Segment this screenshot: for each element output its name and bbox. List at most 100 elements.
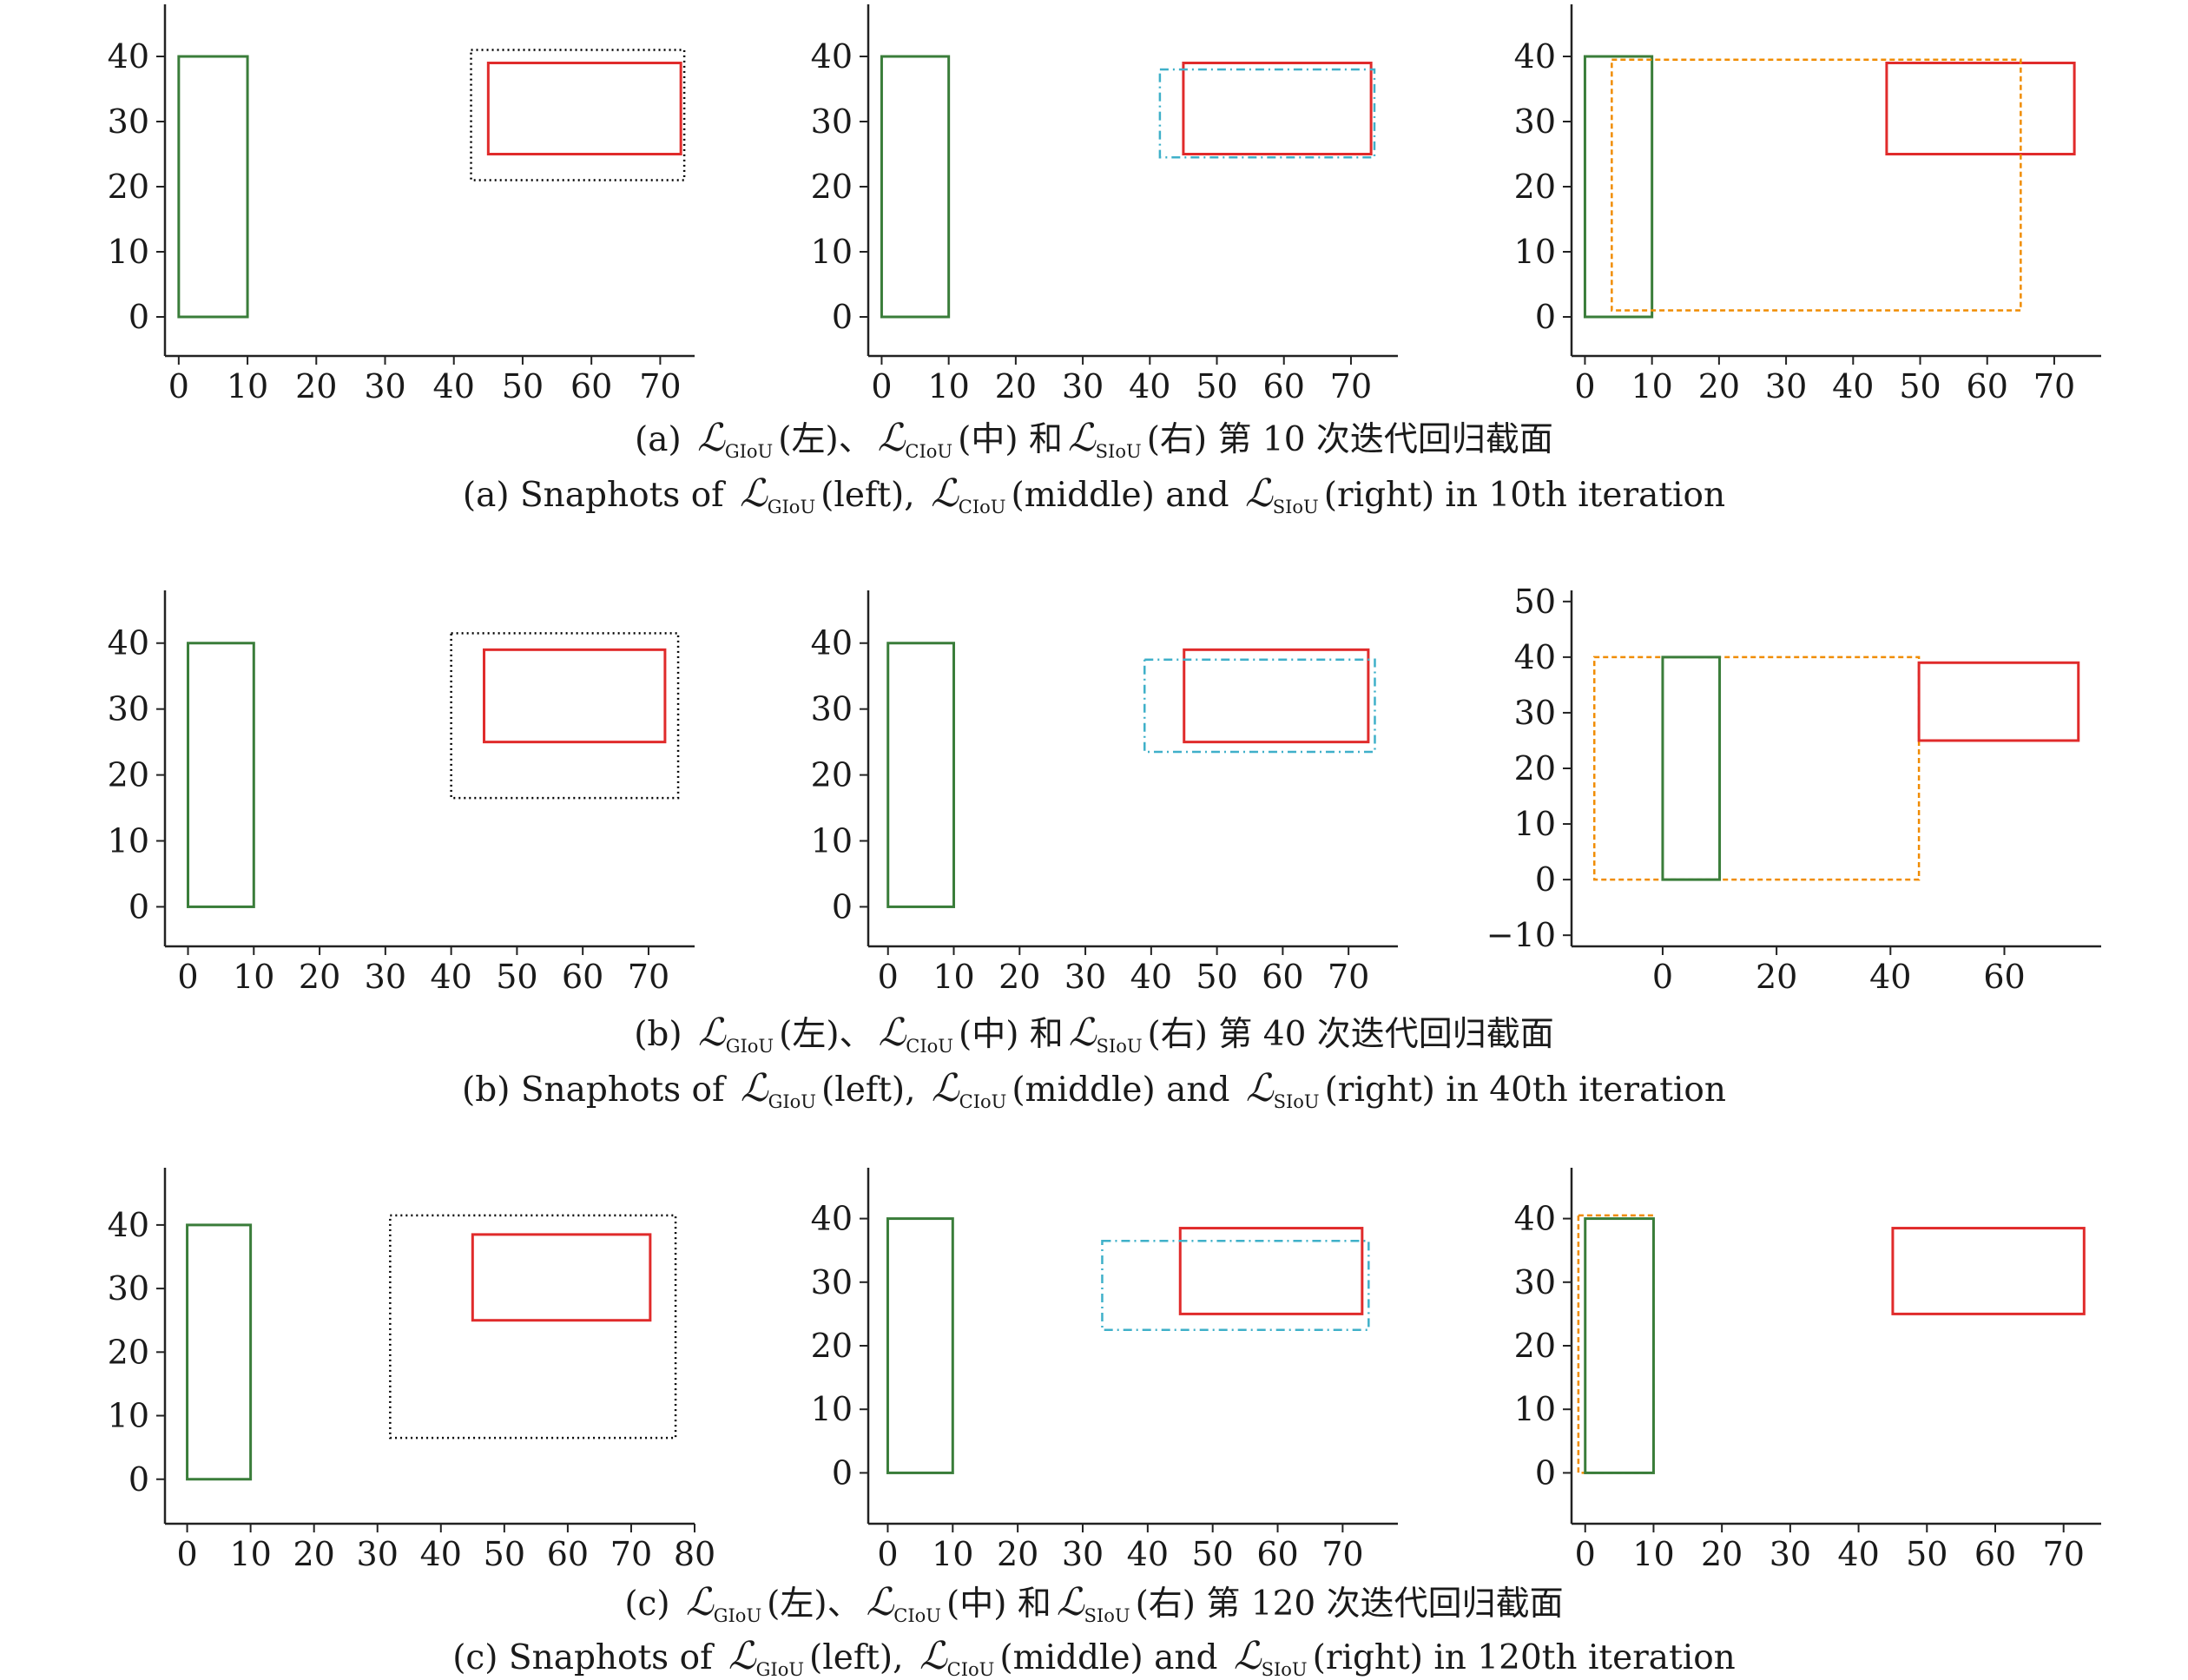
loss-symbol: ℒ: [878, 1011, 906, 1055]
x-tick-label: 30: [1765, 367, 1807, 405]
x-tick-label: 50: [1899, 367, 1941, 405]
loss-subscript: GIoU: [768, 1091, 817, 1112]
y-tick-label: 20: [108, 1333, 149, 1371]
enclosing-box: [389, 1214, 677, 1440]
y-tick-label: 30: [811, 690, 853, 728]
caption-left: (左)、: [779, 1015, 873, 1054]
loss-symbol: ℒ: [1245, 471, 1273, 516]
x-tick-label: 60: [1983, 958, 2025, 996]
y-tick-label: 20: [108, 168, 149, 206]
x-tick-label: 70: [2043, 1535, 2085, 1573]
loss-subscript: SIoU: [1084, 1605, 1130, 1626]
x-tick-label: 30: [1062, 367, 1104, 405]
loss-symbol: ℒ: [740, 471, 768, 516]
x-tick-label: 50: [1906, 1535, 1947, 1573]
caption-b-zh: (b) ℒGIoU (左)、 ℒCIoU (中) 和 ℒSIoU (右) 第 40 次迭代…: [0, 1007, 2188, 1057]
caption-mid: (中) 和: [946, 1584, 1051, 1624]
y-tick-label: 20: [1514, 1327, 1556, 1365]
loss-symbol: ℒ: [1245, 1066, 1274, 1110]
x-tick-label: 50: [1196, 367, 1237, 405]
subplot-c-giou: 0 10 20 30 40 50 60 70 80 0 10 20 30 40: [108, 1168, 715, 1573]
ground-truth-box: [1661, 656, 1722, 881]
x-tick-label: 60: [570, 367, 612, 405]
y-tick-label: 40: [811, 37, 853, 76]
y-tick-label: 10: [811, 1390, 853, 1428]
y-tick-label: 10: [108, 1397, 149, 1435]
x-tick-label: 60: [1262, 958, 1303, 996]
y-tick-label: 0: [1535, 860, 1556, 899]
x-tick-label: 20: [1698, 367, 1740, 405]
y-tick-label: 10: [108, 233, 149, 271]
y-tick-label: 40: [811, 624, 853, 662]
loss-subscript: CIoU: [906, 1036, 953, 1057]
loss-subscript: SIoU: [1273, 1091, 1320, 1112]
x-tick-label: 50: [502, 367, 544, 405]
x-tick-label: 50: [1196, 958, 1237, 996]
x-tick-label: 70: [610, 1535, 652, 1573]
x-tick-label: 20: [1756, 958, 1797, 996]
x-tick-label: 70: [1328, 958, 1369, 996]
caption-mid: (中) 和: [958, 420, 1063, 459]
x-tick-label: 50: [1192, 1535, 1234, 1573]
y-tick-label: 30: [1514, 1263, 1556, 1301]
prediction-box: [1178, 1227, 1364, 1315]
x-tick-label: 50: [484, 1535, 525, 1573]
x-tick-label: 10: [927, 367, 969, 405]
prediction-box: [483, 648, 667, 744]
x-tick-label: 40: [1832, 367, 1874, 405]
caption-mid: (middle) and: [1012, 1071, 1230, 1110]
y-tick-label: −10: [1486, 916, 1556, 954]
y-tick-label: 10: [108, 822, 149, 860]
loss-subscript: GIoU: [767, 497, 816, 517]
prediction-box: [471, 1233, 652, 1322]
loss-subscript: CIoU: [958, 497, 1006, 517]
prediction-box: [1182, 62, 1373, 155]
x-tick-label: 10: [227, 367, 268, 405]
loss-symbol: ℒ: [877, 416, 906, 460]
y-tick-label: 20: [811, 168, 853, 206]
y-tick-label: 30: [1514, 102, 1556, 141]
x-tick-label: 20: [299, 958, 340, 996]
caption-mid: (middle) and: [1011, 476, 1229, 515]
caption-right: (right) in 10th iteration: [1323, 476, 1726, 515]
subplot-b-siou: 0 20 40 60 −10 0 10 20 30 40 50: [1486, 583, 2101, 996]
x-tick-label: 0: [878, 958, 899, 996]
x-tick-label: 20: [998, 958, 1040, 996]
loss-symbol: ℒ: [931, 471, 959, 516]
caption-a-en: (a) Snaphots of ℒGIoU (left), ℒCIoU (middl…: [0, 471, 2188, 517]
x-tick-label: 20: [997, 1535, 1038, 1573]
regressed-box: [1577, 1214, 1655, 1474]
caption-left: (左)、: [767, 1584, 861, 1624]
x-tick-label: 0: [1652, 958, 1673, 996]
x-tick-label: 20: [293, 1535, 334, 1573]
x-tick-label: 0: [1575, 1535, 1596, 1573]
loss-symbol: ℒ: [697, 416, 725, 460]
ground-truth-box: [886, 642, 956, 908]
x-tick-label: 60: [1967, 367, 2008, 405]
x-tick-label: 60: [547, 1535, 589, 1573]
y-tick-label: 30: [108, 102, 149, 141]
loss-subscript: SIoU: [1272, 497, 1319, 517]
ground-truth-box: [886, 1217, 954, 1474]
y-tick-label: 30: [108, 690, 149, 728]
x-tick-label: 70: [1321, 1535, 1363, 1573]
caption-right: (右) 第 10 次迭代回归截面: [1146, 420, 1553, 459]
x-tick-label: 0: [871, 367, 892, 405]
subplot-a-siou: 0 10 20 30 40 50 60 70 0 10 20 30 40: [1514, 4, 2101, 405]
y-tick-label: 30: [108, 1269, 149, 1308]
y-tick-label: 10: [1514, 805, 1556, 843]
y-tick-label: 30: [811, 1263, 853, 1301]
caption-right: (right) in 120th iteration: [1312, 1638, 1736, 1677]
caption-prefix: (c): [624, 1584, 670, 1624]
loss-subscript: CIoU: [959, 1091, 1007, 1112]
ground-truth-box: [177, 55, 249, 319]
y-tick-label: 0: [129, 298, 149, 336]
y-tick-label: 20: [108, 756, 149, 794]
caption-left: (left),: [820, 476, 915, 515]
y-tick-label: 0: [129, 887, 149, 926]
loss-subscript: SIoU: [1096, 1036, 1143, 1057]
y-tick-label: 30: [1514, 694, 1556, 732]
loss-subscript: GIoU: [725, 1036, 774, 1057]
x-tick-label: 10: [229, 1535, 271, 1573]
